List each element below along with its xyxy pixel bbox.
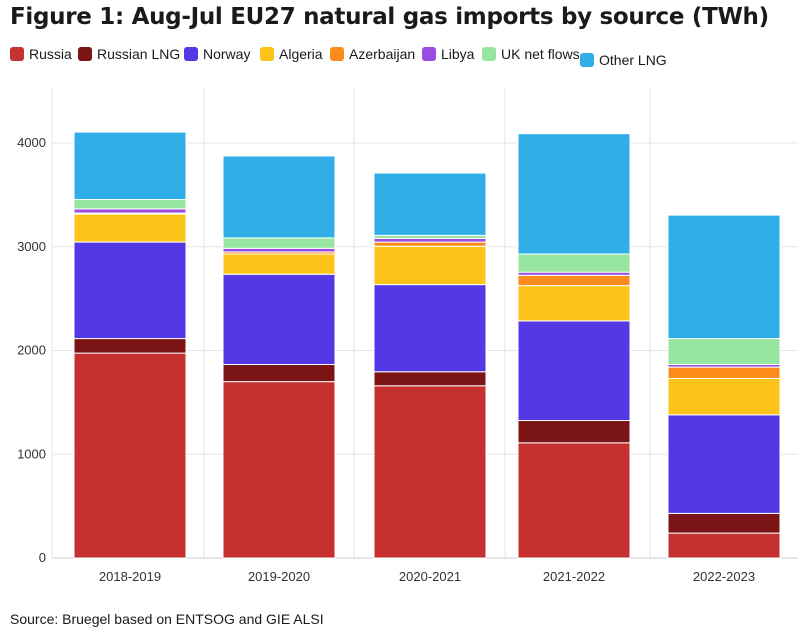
bar-segment-other-lng-2018-2019 (73, 131, 187, 201)
legend-item-other-lng: Other LNG (580, 52, 667, 68)
bar-segment-algeria-2018-2019 (73, 213, 187, 243)
legend-swatch-algeria (260, 47, 274, 61)
legend-label-other-lng: Other LNG (599, 52, 667, 68)
y-axis-tick-labels: 0 1000 2000 3000 4000 (17, 135, 46, 565)
legend-item-azerbaijan: Azerbaijan (330, 46, 415, 62)
legend-swatch-azerbaijan (330, 47, 344, 61)
legend-swatch-libya (422, 47, 436, 61)
bar-segment-other-lng-2019-2020 (222, 155, 336, 239)
bar-segment-norway-2020-2021 (373, 284, 487, 373)
source-note: Source: Bruegel based on ENTSOG and GIE … (10, 611, 324, 627)
bar-segment-libya-2020-2021 (373, 237, 487, 243)
stacked-bar-chart: 0 1000 2000 3000 4000 2018-2019 2019-2020 2020… (17, 88, 798, 584)
bar-segment-uk-net-flows-2022-2023 (667, 338, 781, 366)
y-tick-label: 0 (39, 550, 46, 565)
bar-segment-russian-lng-2021-2022 (517, 420, 631, 444)
bar-segment-uk-net-flows-2018-2019 (73, 199, 187, 210)
legend-label-russia: Russia (29, 46, 72, 62)
bar-segment-libya-2019-2020 (222, 247, 336, 253)
bar-segment-azerbaijan-2022-2023 (667, 366, 781, 380)
bar-segment-norway-2019-2020 (222, 273, 336, 366)
legend-swatch-norway (184, 47, 198, 61)
x-tick-label: 2020-2021 (399, 569, 461, 584)
x-tick-label: 2018-2019 (99, 569, 161, 584)
bar-segment-russian-lng-2018-2019 (73, 338, 187, 354)
legend-label-norway: Norway (203, 46, 251, 62)
bar-segment-other-lng-2020-2021 (373, 172, 487, 236)
x-tick-label: 2019-2020 (248, 569, 310, 584)
legend-item-norway: Norway (184, 46, 250, 62)
bar-segment-russia-2019-2020 (222, 381, 336, 559)
legend-label-russian-lng: Russian LNG (97, 46, 181, 62)
legend-label-algeria: Algeria (279, 46, 323, 62)
legend-item-russia: Russia (10, 46, 72, 62)
legend-item-uk-net-flows: UK net flows (482, 46, 580, 62)
bar-segment-other-lng-2022-2023 (667, 214, 781, 340)
bar-segment-libya-2018-2019 (73, 208, 187, 214)
legend-item-libya: Libya (422, 46, 474, 62)
bar-segment-russia-2018-2019 (73, 352, 187, 559)
bar-segment-russia-2020-2021 (373, 385, 487, 559)
x-axis-tick-labels: 2018-2019 2019-2020 2020-2021 2021-2022 2022… (99, 569, 755, 584)
bar-segment-azerbaijan-2020-2021 (373, 241, 487, 247)
y-tick-label: 1000 (17, 446, 46, 461)
legend-item-russian-lng: Russian LNG (78, 46, 180, 62)
y-tick-label: 2000 (17, 343, 46, 358)
bar-segment-other-lng-2021-2022 (517, 133, 631, 255)
bar-segment-russia-2022-2023 (667, 532, 781, 559)
bar-segment-algeria-2021-2022 (517, 285, 631, 322)
legend-swatch-russian-lng (78, 47, 92, 61)
legend-swatch-other-lng (580, 53, 594, 67)
x-tick-label: 2022-2023 (693, 569, 755, 584)
legend-label-libya: Libya (441, 46, 475, 62)
bar-segment-russia-2021-2022 (517, 442, 631, 559)
bar-segment-algeria-2020-2021 (373, 245, 487, 286)
bar-segment-norway-2021-2022 (517, 320, 631, 422)
legend-swatch-uk-net-flows (482, 47, 496, 61)
bar-segment-norway-2018-2019 (73, 241, 187, 340)
bar-segment-algeria-2019-2020 (222, 253, 336, 275)
legend-label-azerbaijan: Azerbaijan (349, 46, 416, 62)
legend-swatch-russia (10, 47, 24, 61)
legend-item-algeria: Algeria (260, 46, 323, 62)
legend-label-uk-net-flows: UK net flows (501, 46, 580, 62)
bar-segment-russian-lng-2019-2020 (222, 364, 336, 383)
bar-segment-uk-net-flows-2019-2020 (222, 237, 336, 249)
bar-segment-azerbaijan-2021-2022 (517, 274, 631, 287)
y-tick-label: 3000 (17, 239, 46, 254)
bar-segment-uk-net-flows-2021-2022 (517, 253, 631, 273)
bar-segment-russian-lng-2022-2023 (667, 512, 781, 534)
bar-segment-russian-lng-2020-2021 (373, 371, 487, 387)
chart-title: Figure 1: Aug-Jul EU27 natural gas impor… (10, 4, 769, 30)
bars (73, 131, 781, 559)
bar-segment-algeria-2022-2023 (667, 378, 781, 416)
y-tick-label: 4000 (17, 135, 46, 150)
x-tick-label: 2021-2022 (543, 569, 605, 584)
bar-segment-norway-2022-2023 (667, 414, 781, 514)
